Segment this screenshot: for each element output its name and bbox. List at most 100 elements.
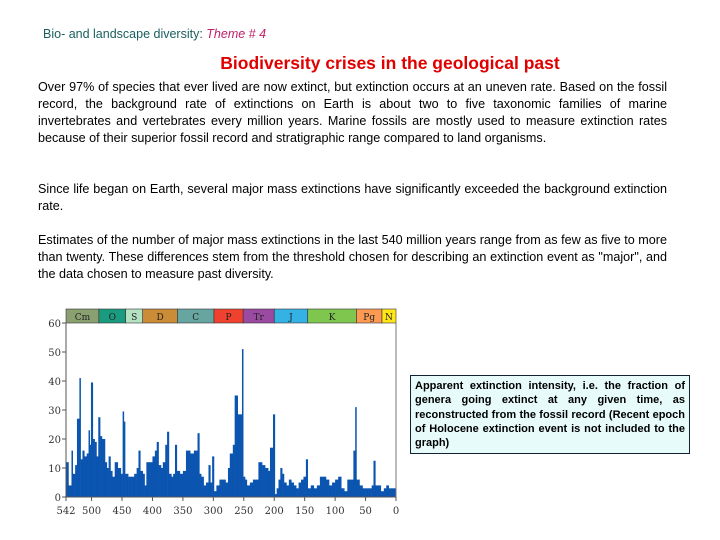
bar [375,485,379,497]
period-label: Tr [254,313,265,323]
bar [249,482,254,497]
bar [94,441,97,497]
bar [89,444,92,497]
bar [344,491,348,497]
bar [373,460,376,497]
bar [171,476,174,497]
bar [179,473,184,497]
bar [278,479,281,497]
bar [150,462,153,497]
bar [114,462,119,497]
paragraph-3: Estimates of the number of major mass ex… [38,233,667,281]
bar [274,494,277,497]
bar [252,479,257,497]
bar [393,488,396,497]
chart-caption: Apparent extinction intensity, i.e. the … [410,375,690,455]
bar [152,456,156,497]
bar [332,482,336,497]
bar [201,476,204,497]
bar [350,479,354,497]
bar [355,407,357,497]
slide-title: Biodiversity crises in the geological pa… [220,53,560,73]
x-tick-label: 542 [56,506,75,517]
bar [325,479,330,497]
bar [79,378,81,497]
bar [210,482,213,497]
bar [206,482,209,497]
bar [291,482,295,497]
bar [391,488,394,497]
bar [383,488,387,497]
period-band-n [381,308,397,324]
bar [335,479,339,497]
bar [313,488,318,497]
bar [96,456,99,497]
bar [316,485,321,497]
bar [134,473,137,497]
bar [80,459,83,497]
bar [112,476,116,497]
y-tick-label: 10 [48,464,61,475]
y-tick-label: 0 [55,493,61,504]
bar [75,465,78,497]
bar [154,450,158,497]
period-label: P [226,313,232,323]
bar [368,488,372,497]
bar [146,462,151,497]
bar [193,450,198,497]
y-tick-label: 20 [48,435,61,446]
bar [276,488,279,497]
bar [71,450,73,497]
x-tick-label: 0 [393,506,399,517]
bar [319,476,324,497]
period-label: Cm [75,313,91,323]
y-tick-label: 50 [48,348,61,359]
bar [388,488,392,497]
bar [234,395,238,497]
x-tick-label: 50 [359,506,372,517]
bar [128,476,132,497]
period-label: S [131,313,137,323]
bar [174,444,178,497]
bar [120,473,123,497]
bar [232,444,235,497]
bar [82,450,85,497]
bar [280,468,283,497]
bar [310,485,315,497]
x-tick-label: 350 [173,506,192,517]
bar [356,479,360,497]
x-tick-label: 500 [82,506,101,517]
period-label: Pg [363,313,375,323]
paragraph-2: Since life began on Earth, several major… [38,182,667,213]
bar [380,491,385,497]
bar [293,485,297,497]
bar [282,473,285,497]
bar [227,468,231,497]
bar [386,485,389,497]
bar [156,441,159,497]
bar [108,456,111,497]
bar [72,473,76,497]
bar [136,468,139,497]
bar [241,349,244,497]
bar [303,476,307,497]
bar [160,468,164,497]
bar [86,453,89,497]
bar [176,470,181,497]
bar [125,473,129,497]
bar [359,485,363,497]
bar [185,450,191,497]
bar [377,485,382,497]
bar [305,459,309,497]
bar [341,488,345,497]
bar [296,488,299,497]
bar [268,470,271,497]
period-label: D [156,313,163,323]
bar [222,479,226,497]
bar [142,473,145,497]
bar [258,462,263,497]
bar [182,470,187,497]
bar [84,456,88,497]
bar [173,473,176,497]
